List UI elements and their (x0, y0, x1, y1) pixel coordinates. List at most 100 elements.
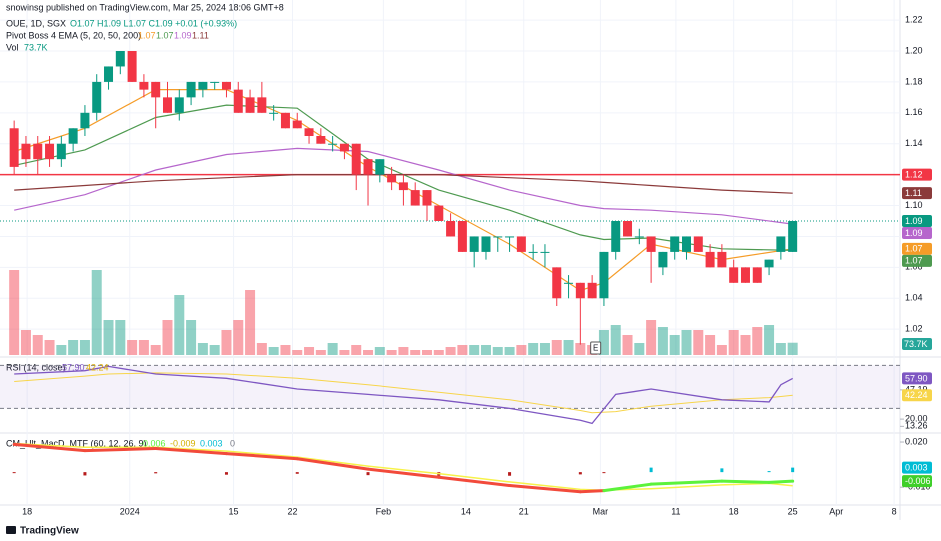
volume-bar (669, 335, 680, 355)
candle-body (198, 81, 208, 90)
volume-bar (256, 343, 267, 355)
volume-bar (610, 325, 621, 355)
volume-bar (186, 320, 197, 355)
y-tick-label: 1.20 (905, 45, 923, 55)
volume-bar (539, 343, 550, 355)
y-tick-label: 1.04 (905, 293, 923, 303)
x-tick-label: 25 (788, 506, 798, 516)
candle-body (104, 66, 114, 82)
rsi-line (14, 372, 793, 414)
earnings-box (590, 341, 602, 355)
histogram-bar (767, 471, 771, 473)
candle-body (540, 251, 550, 253)
histogram-bar (12, 472, 16, 474)
volume-bar (374, 347, 385, 355)
y-tick-label: 1.02 (905, 324, 923, 334)
legend-symbol: OUE, 1D, SGX (6, 18, 66, 28)
price-tag-label: 57.90 (905, 373, 928, 383)
volume-bar (56, 345, 67, 355)
volume-bar (410, 350, 421, 355)
volume-bar (174, 295, 185, 355)
candle-body (56, 143, 66, 160)
volume-bar (787, 342, 798, 355)
x-tick-label: 11 (671, 506, 680, 516)
volume-bar (127, 340, 138, 355)
candle-body (339, 143, 349, 152)
candle-body (481, 236, 491, 252)
volume-bar (138, 340, 149, 355)
volume-bar (268, 347, 279, 355)
candle-body (186, 81, 196, 98)
x-tick-label: 22 (288, 506, 298, 516)
candle-body (646, 236, 656, 252)
candle-body (764, 259, 774, 268)
candle-body (233, 89, 243, 113)
volume-bar (162, 320, 173, 355)
candle-body (68, 128, 78, 144)
candle-body (422, 190, 432, 206)
volume-bar (44, 340, 55, 355)
candle-body (705, 251, 715, 268)
volume-bar (445, 347, 456, 355)
volume-bar (575, 343, 586, 355)
histogram-bar (508, 472, 512, 476)
candle-body (564, 282, 574, 284)
macd-segment (295, 457, 370, 471)
candle-body (752, 267, 762, 283)
candle-body (269, 112, 279, 114)
volume-bar (705, 335, 716, 355)
volume-bar (634, 343, 645, 355)
volume-bar (752, 327, 763, 355)
legend-value: 42.24 (86, 362, 109, 372)
macd-segment (154, 446, 228, 456)
price-tag (902, 254, 932, 267)
price-tag (902, 227, 932, 239)
candle-body (375, 159, 385, 175)
y-tick-label: 20.00 (905, 413, 928, 423)
candle-body (729, 267, 739, 283)
candle-body (682, 236, 692, 252)
price-tag-label: 1.09 (905, 228, 923, 238)
x-tick-label: 2024 (120, 506, 140, 516)
macd-segment (366, 467, 441, 479)
x-tick-label: Apr (829, 506, 843, 516)
volume-bar (20, 330, 31, 355)
y-tick-label: 1.14 (905, 138, 923, 148)
candle-body (693, 236, 703, 252)
legend-value: -0.006 (140, 438, 166, 448)
volume-bar (551, 340, 562, 355)
x-tick-label: 18 (729, 506, 739, 516)
volume-bar (528, 343, 539, 355)
candle-body (634, 236, 644, 238)
candle-body (139, 81, 149, 90)
candle-body (528, 251, 538, 253)
candle-body (351, 143, 361, 175)
macd-segment (649, 479, 724, 486)
price-tag-label: 1.12 (905, 170, 923, 180)
volume-bar (775, 343, 786, 355)
candle-body (776, 236, 786, 252)
price-tag-label: -0.006 (905, 476, 931, 486)
candle-body (575, 282, 585, 299)
price-tag-label: 42.24 (905, 390, 928, 400)
legend-value: 0.003 (200, 438, 223, 448)
legend-indicator: Pivot Boss 4 EMA (5, 20, 50, 200) (6, 30, 141, 40)
candle-body (410, 190, 420, 206)
histogram-bar (295, 472, 299, 474)
candle-body (221, 81, 231, 90)
volume-bar (480, 345, 491, 355)
logo-icon (6, 526, 16, 534)
candle-body (328, 143, 338, 145)
candle-body (469, 236, 479, 252)
candle-body (740, 267, 750, 283)
price-tag-label: 1.07 (905, 256, 923, 266)
volume-bar (421, 350, 432, 355)
publisher: snowinsg published on TradingView.com, M… (6, 2, 284, 12)
volume-bar (386, 350, 397, 355)
candle-body (457, 221, 467, 252)
price-tag-label: 0.003 (905, 462, 928, 472)
x-tick-label: Mar (593, 506, 609, 516)
candle-body (505, 236, 515, 238)
